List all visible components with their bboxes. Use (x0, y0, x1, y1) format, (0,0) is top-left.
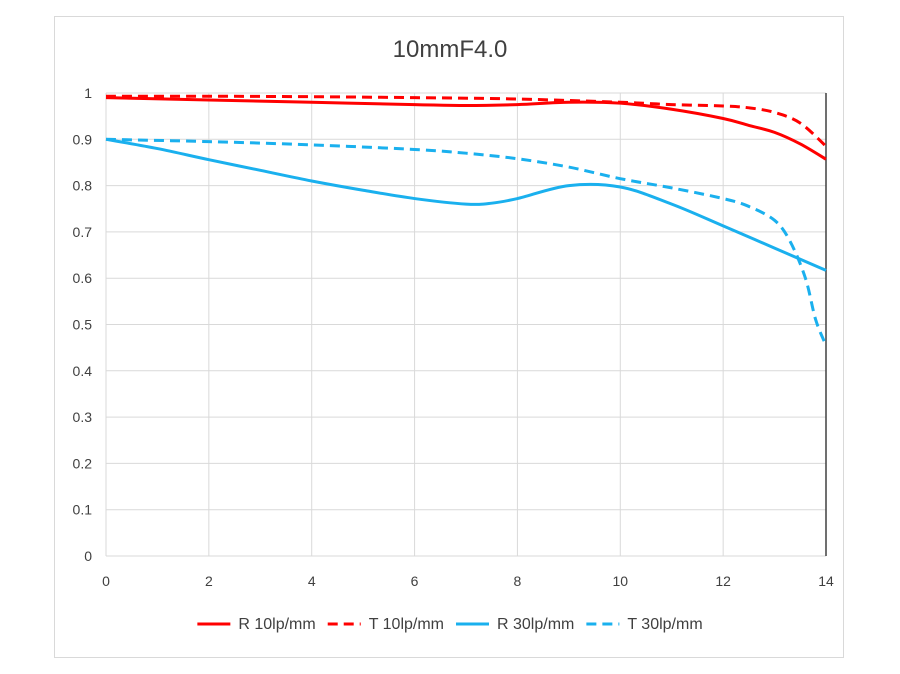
legend-label: R 10lp/mm (238, 616, 315, 633)
legend-label: T 30lp/mm (627, 616, 702, 633)
series-line-t-10lp-mm (105, 94, 828, 148)
axis-layer: 0 2 4 6 8 10 12 14 0 0.1 0.2 0.3 0.4 0.5 0.6 0.7 0.8 0.9 1 (73, 85, 834, 589)
legend-item-t-30lp-mm: T 30lp/mm (586, 616, 703, 633)
series-line-r-10lp-mm (105, 96, 827, 161)
chart-svg: 10mmF4.0 0 2 4 6 8 10 12 1400.10.20.30.40.50.60… (73, 36, 834, 633)
x-tick-label: 6 (411, 573, 419, 589)
legend: R 10lp/mm T 10lp/mm R 30lp/mm T 30lp/mm (197, 616, 703, 633)
x-tick-label: 10 (612, 573, 628, 589)
series-line-t-30lp-mm (105, 137, 828, 346)
y-tick-label: 0.1 (73, 502, 93, 518)
y-tick-label: 0.6 (73, 270, 93, 286)
x-tick-label: 12 (715, 573, 731, 589)
legend-item-t-10lp-mm: T 10lp/mm (327, 616, 444, 633)
legend-label: R 30lp/mm (497, 616, 574, 633)
legend-item-r-10lp-mm: R 10lp/mm (197, 616, 316, 633)
x-tick-label: 0 (102, 573, 110, 589)
legend-label: T 10lp/mm (369, 616, 444, 633)
series-line-r-30lp-mm (105, 137, 827, 272)
grid-layer (106, 92, 826, 556)
x-tick-label: 4 (308, 573, 316, 589)
x-tick-label: 14 (818, 573, 834, 589)
x-tick-label: 8 (514, 573, 522, 589)
x-tick-label: 2 (205, 573, 213, 589)
y-tick-label: 1 (84, 85, 92, 101)
y-tick-label: 0.2 (73, 455, 93, 471)
legend-item-r-30lp-mm: R 30lp/mm (456, 616, 574, 633)
y-tick-label: 0.7 (73, 224, 93, 240)
y-tick-label: 0.4 (73, 363, 93, 379)
y-tick-label: 0.5 (73, 317, 93, 333)
y-tick-label: 0.3 (73, 409, 93, 425)
chart-title: 10mmF4.0 (393, 36, 508, 63)
y-tick-label: 0.8 (73, 178, 93, 194)
y-tick-label: 0 (84, 548, 92, 564)
chart-frame: 10mmF4.0 0 2 4 6 8 10 12 14 0 0.1 0.2 0.3 0.4 0.5 0.6 0… (54, 16, 844, 658)
y-tick-label: 0.9 (73, 131, 93, 147)
series-layer (105, 94, 828, 346)
